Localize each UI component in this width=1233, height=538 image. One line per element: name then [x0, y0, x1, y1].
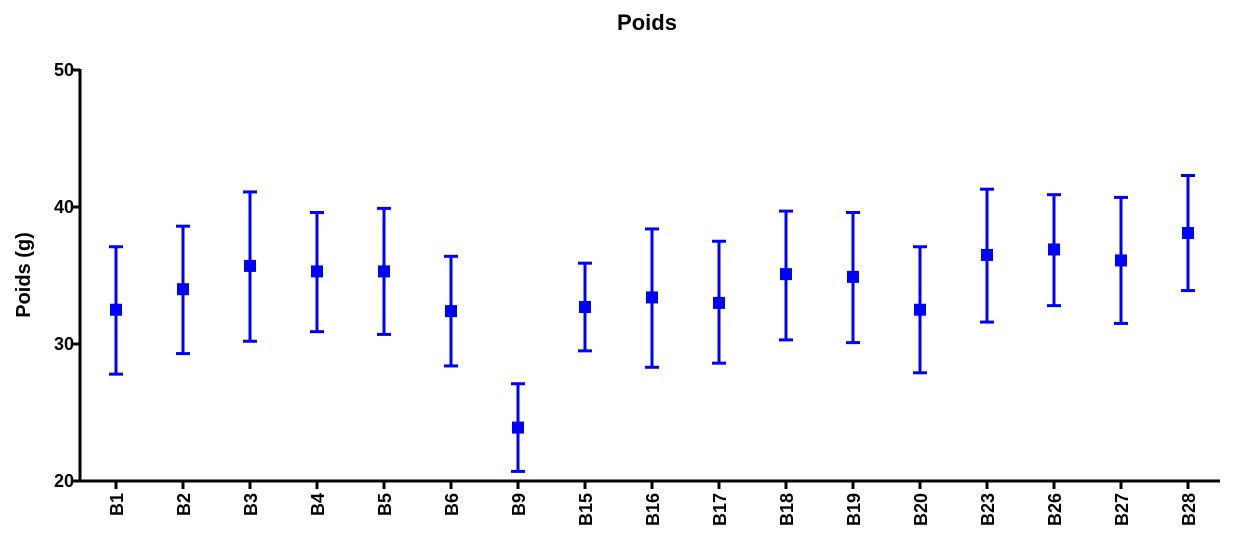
data-point-b19: [847, 270, 859, 283]
x-tick-label: B16: [643, 493, 663, 526]
y-tick-label: 50: [54, 60, 74, 80]
data-point-b6: [445, 305, 457, 318]
data-point-b9: [512, 421, 524, 434]
data-point-b23: [981, 248, 993, 261]
data-point-b26: [1048, 243, 1060, 256]
data-point-b3: [244, 259, 256, 272]
data-points: [110, 227, 1194, 434]
x-tick-label: B28: [1179, 493, 1199, 526]
y-tick-label: 20: [54, 471, 74, 491]
x-tick-label: B15: [576, 493, 596, 526]
data-point-b28: [1182, 227, 1194, 240]
x-tick-label: B23: [978, 493, 998, 526]
chart-title: Poids: [617, 10, 677, 35]
data-point-b4: [311, 265, 323, 278]
axes: [78, 69, 1220, 483]
x-tick-label: B18: [777, 493, 797, 526]
x-tick-label: B17: [710, 493, 730, 526]
x-tick-label: B9: [509, 493, 529, 516]
data-point-b1: [110, 303, 122, 316]
data-point-b27: [1115, 254, 1127, 267]
x-tick-label: B4: [308, 493, 328, 516]
x-tick-label: B6: [442, 493, 462, 516]
y-tick-label: 40: [54, 197, 74, 217]
x-tick-label: B20: [911, 493, 931, 526]
data-point-b5: [378, 265, 390, 278]
y-tick-label: 30: [54, 334, 74, 354]
error-bars: [109, 173, 1195, 473]
x-tick-label: B5: [375, 493, 395, 516]
x-tick-label: B26: [1045, 493, 1065, 526]
x-tick-label: B2: [174, 493, 194, 516]
data-point-b17: [713, 296, 725, 309]
data-point-b18: [780, 268, 792, 281]
data-point-b15: [579, 301, 591, 314]
data-point-b20: [914, 303, 926, 316]
x-tick-label: B27: [1112, 493, 1132, 526]
x-tick-label: B3: [241, 493, 261, 516]
x-ticks: B1 B2 B3 B4 B5 B6 B9 B15 B16 B17 B18 B19 B20 B23 B26 B2…: [107, 481, 1199, 526]
x-tick-label: B1: [107, 493, 127, 516]
data-point-b2: [177, 283, 189, 296]
y-ticks: 20 30 40 50: [54, 60, 80, 491]
data-point-b16: [646, 291, 658, 304]
x-tick-label: B19: [844, 493, 864, 526]
y-axis-label: Poids (g): [13, 232, 35, 318]
